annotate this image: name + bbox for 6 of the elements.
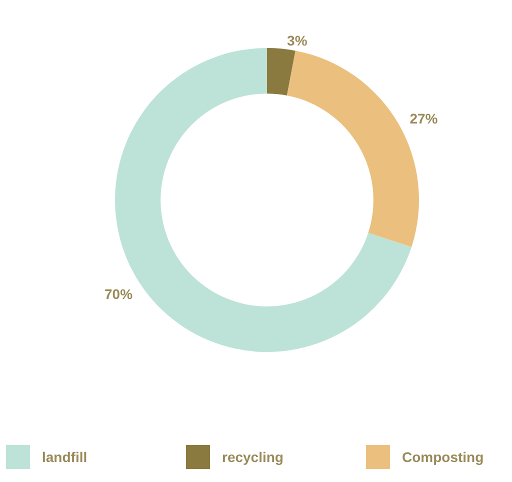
data-label: 70% xyxy=(104,286,134,302)
data-label: 3% xyxy=(287,32,308,49)
data-label: 27% xyxy=(410,110,438,127)
legend-label: Composting xyxy=(402,448,484,464)
legend-label: landfill xyxy=(42,448,88,464)
legend-label: recycling xyxy=(222,448,284,464)
